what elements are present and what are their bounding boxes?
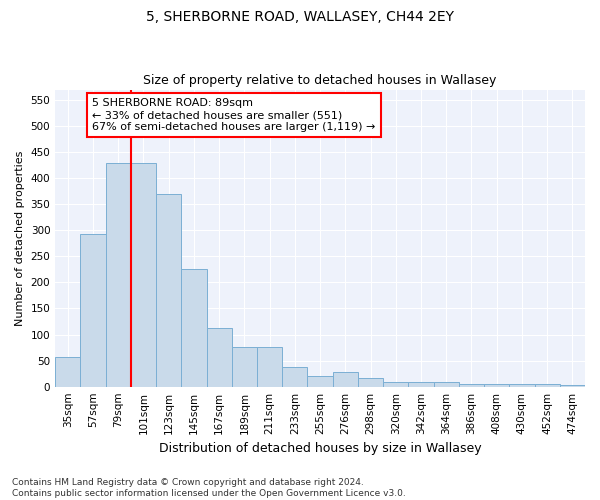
Bar [383,382,409,386]
Bar [307,376,332,386]
Bar [484,384,509,386]
Bar [358,378,383,386]
Bar [434,382,459,386]
Bar [535,384,560,386]
Bar [181,270,206,386]
Bar [156,194,181,386]
Text: Contains HM Land Registry data © Crown copyright and database right 2024.
Contai: Contains HM Land Registry data © Crown c… [12,478,406,498]
Bar [55,357,80,386]
Bar [131,162,156,386]
Text: 5 SHERBORNE ROAD: 89sqm
← 33% of detached houses are smaller (551)
67% of semi-d: 5 SHERBORNE ROAD: 89sqm ← 33% of detache… [92,98,376,132]
Bar [332,372,358,386]
Bar [282,367,307,386]
X-axis label: Distribution of detached houses by size in Wallasey: Distribution of detached houses by size … [159,442,481,455]
Bar [232,347,257,387]
Bar [206,328,232,386]
Bar [459,384,484,386]
Bar [560,385,585,386]
Bar [257,347,282,387]
Title: Size of property relative to detached houses in Wallasey: Size of property relative to detached ho… [143,74,497,87]
Text: 5, SHERBORNE ROAD, WALLASEY, CH44 2EY: 5, SHERBORNE ROAD, WALLASEY, CH44 2EY [146,10,454,24]
Bar [409,382,434,386]
Bar [80,234,106,386]
Bar [509,384,535,386]
Y-axis label: Number of detached properties: Number of detached properties [15,150,25,326]
Bar [106,162,131,386]
